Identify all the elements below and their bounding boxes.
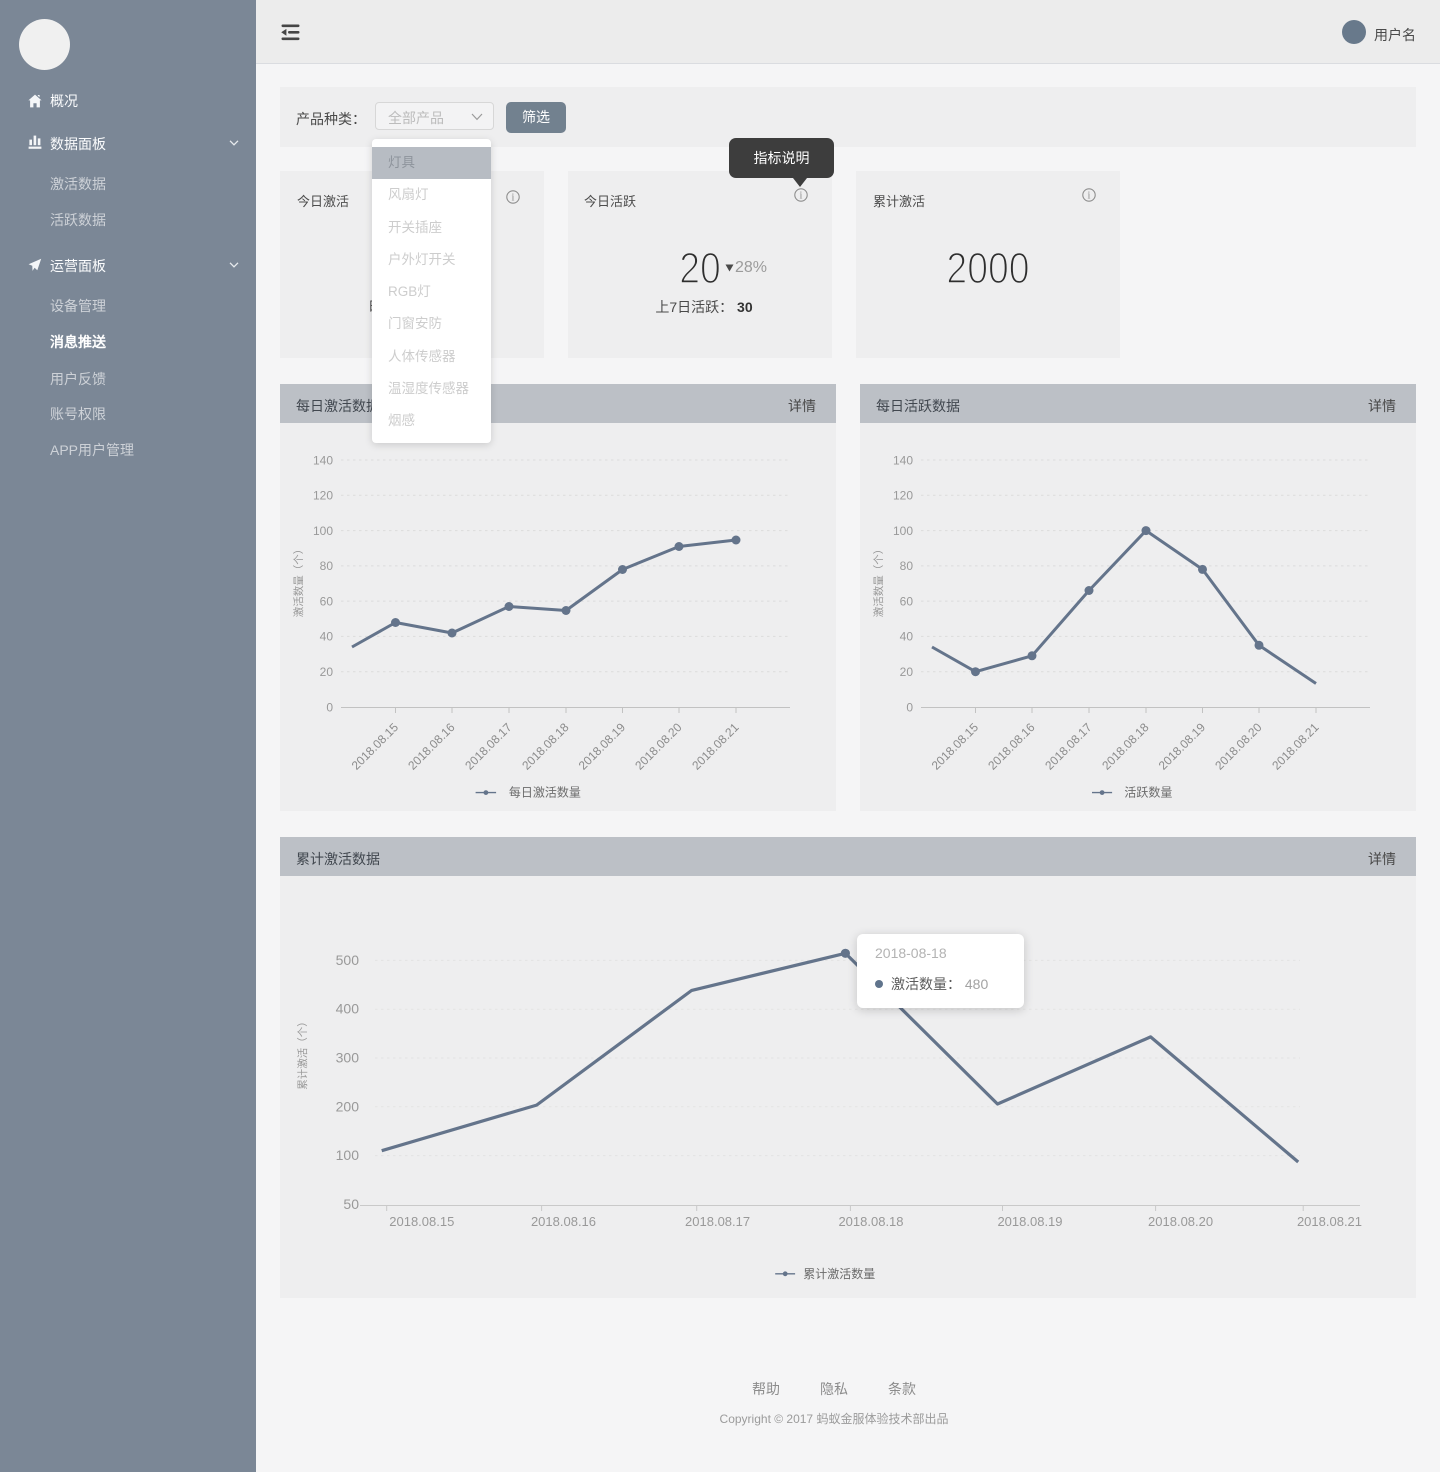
svg-text:400: 400 xyxy=(336,1001,360,1017)
svg-text:2018.08.18: 2018.08.18 xyxy=(519,720,572,773)
svg-text:20: 20 xyxy=(320,665,334,679)
svg-text:100: 100 xyxy=(313,524,333,538)
svg-text:2018.08.19: 2018.08.19 xyxy=(997,1214,1062,1229)
svg-text:每日激活数量: 每日激活数量 xyxy=(509,785,581,800)
svg-text:50: 50 xyxy=(343,1196,359,1212)
svg-text:2018.08.21: 2018.08.21 xyxy=(1297,1214,1362,1229)
svg-text:2018.08.15: 2018.08.15 xyxy=(389,1214,454,1229)
svg-text:2018.08.17: 2018.08.17 xyxy=(685,1214,750,1229)
svg-text:2018.08.15: 2018.08.15 xyxy=(929,720,982,773)
svg-text:2018.08.21: 2018.08.21 xyxy=(1269,720,1322,773)
svg-text:2018.08.20: 2018.08.20 xyxy=(1148,1214,1213,1229)
svg-text:2018.08.16: 2018.08.16 xyxy=(985,720,1038,773)
svg-text:120: 120 xyxy=(893,489,913,503)
svg-text:i: i xyxy=(1088,191,1091,202)
svg-text:300: 300 xyxy=(336,1050,360,1066)
svg-text:40: 40 xyxy=(900,630,914,644)
svg-text:i: i xyxy=(800,191,803,202)
svg-text:500: 500 xyxy=(336,952,360,968)
svg-text:40: 40 xyxy=(320,630,334,644)
svg-text:2018.08.17: 2018.08.17 xyxy=(1042,720,1095,773)
svg-text:2018.08.15: 2018.08.15 xyxy=(349,720,402,773)
svg-text:2018.08.20: 2018.08.20 xyxy=(632,720,685,773)
svg-text:2018.08.19: 2018.08.19 xyxy=(576,720,629,773)
svg-text:140: 140 xyxy=(313,453,333,467)
svg-text:i: i xyxy=(512,193,515,204)
svg-text:80: 80 xyxy=(900,559,914,573)
svg-text:2018.08.21: 2018.08.21 xyxy=(689,720,742,773)
svg-text:80: 80 xyxy=(320,559,334,573)
svg-text:100: 100 xyxy=(893,524,913,538)
svg-text:100: 100 xyxy=(336,1147,360,1163)
svg-text:140: 140 xyxy=(893,453,913,467)
svg-text:20: 20 xyxy=(900,665,914,679)
svg-text:活跃数量: 活跃数量 xyxy=(1124,785,1172,800)
svg-text:2018.08.16: 2018.08.16 xyxy=(531,1214,596,1229)
svg-text:2018.08.18: 2018.08.18 xyxy=(838,1214,903,1229)
svg-text:2018.08.20: 2018.08.20 xyxy=(1212,720,1265,773)
svg-text:累计激活数量: 累计激活数量 xyxy=(803,1266,875,1281)
svg-text:2018.08.17: 2018.08.17 xyxy=(462,720,515,773)
svg-text:激活数量（个）: 激活数量（个） xyxy=(872,544,885,618)
svg-text:0: 0 xyxy=(906,700,913,714)
svg-text:120: 120 xyxy=(313,489,333,503)
svg-text:200: 200 xyxy=(336,1098,360,1114)
svg-text:2018.08.16: 2018.08.16 xyxy=(405,720,458,773)
svg-text:60: 60 xyxy=(320,594,334,608)
svg-text:累计激活（个）: 累计激活（个） xyxy=(296,1016,309,1090)
svg-text:激活数量（个）: 激活数量（个） xyxy=(292,544,305,618)
svg-text:60: 60 xyxy=(900,594,914,608)
svg-text:0: 0 xyxy=(326,700,333,714)
svg-text:2018.08.18: 2018.08.18 xyxy=(1099,720,1152,773)
svg-text:2018.08.19: 2018.08.19 xyxy=(1156,720,1209,773)
